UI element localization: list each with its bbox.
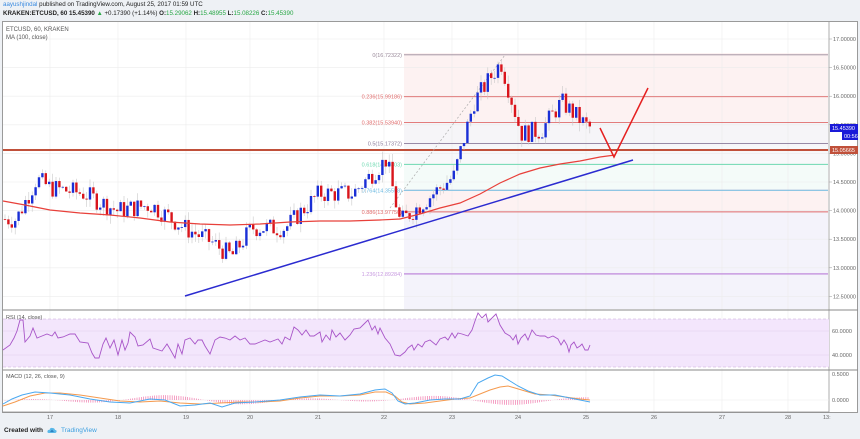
macd-signal-line bbox=[2, 385, 591, 407]
time-tick: 20 bbox=[247, 415, 253, 421]
last-price-badge-text: 15.45390 bbox=[832, 126, 855, 132]
price-tick: 16.50000 bbox=[833, 66, 856, 72]
created-with-label: Created with bbox=[4, 427, 44, 434]
fib-level-label: 0.764(14.35558) bbox=[362, 188, 403, 194]
open-value: 15.29062 bbox=[166, 10, 192, 17]
price-tick: 14.00000 bbox=[833, 209, 856, 215]
price-tick: 14.50000 bbox=[833, 180, 856, 186]
time-tick: 17 bbox=[47, 415, 53, 421]
fibonacci-retracement[interactable]: 0(16.72322) 0.236(15.99186) 0.382(15.53940… bbox=[362, 53, 828, 278]
price-tick: 17.00000 bbox=[833, 37, 856, 43]
time-tick: 13: bbox=[823, 415, 831, 421]
close-value: 15.45390 bbox=[267, 10, 294, 17]
fib-level-label: 0.236(15.99186) bbox=[362, 95, 403, 101]
macd-tick-0: 0.0000 bbox=[832, 398, 849, 404]
close-label: C: bbox=[261, 10, 268, 17]
fib-level-label: 0(16.72322) bbox=[372, 53, 402, 59]
author-link[interactable]: aayushjindal bbox=[3, 1, 38, 8]
projection-path[interactable] bbox=[599, 87, 649, 159]
up-triangle-icon: ▲ bbox=[96, 10, 103, 17]
fib-level-label: 0.886(13.97750) bbox=[362, 210, 403, 216]
low-value: 15.08226 bbox=[233, 10, 260, 17]
published-text: published on TradingView.com, August 25,… bbox=[39, 1, 203, 8]
countdown-badge-text: 00:56 bbox=[844, 134, 858, 140]
price-change: +0.17390 (+1.14%) bbox=[104, 10, 158, 17]
rsi-tick-40: 40.0000 bbox=[832, 353, 852, 359]
hline-price-badge bbox=[830, 146, 858, 154]
price-tick: 13.00000 bbox=[833, 266, 856, 272]
open-label: O: bbox=[159, 10, 167, 17]
footer: Created with TradingView bbox=[4, 427, 97, 434]
last-price-badge bbox=[830, 124, 858, 132]
high-label: H: bbox=[193, 10, 201, 17]
high-value: 15.48955 bbox=[200, 10, 226, 17]
chart-header: aayushjindal published on TradingView.co… bbox=[3, 0, 860, 21]
tradingview-cloud-icon bbox=[47, 427, 57, 433]
time-tick: 18 bbox=[115, 415, 121, 421]
main-legend-ma: MA (100, close) bbox=[6, 35, 48, 41]
price-tick: 13.50000 bbox=[833, 237, 856, 243]
price-axis[interactable]: 17.0000016.5000016.0000015.5000015.00000… bbox=[829, 37, 856, 300]
time-tick: 21 bbox=[315, 415, 321, 421]
rsi-line bbox=[2, 312, 591, 360]
hline-price-badge-text: 15.05665 bbox=[832, 148, 855, 154]
rsi-tick-60: 60.0000 bbox=[832, 329, 852, 335]
time-tick: 25 bbox=[583, 415, 589, 421]
macd-tick-05: 0.5000 bbox=[832, 372, 849, 378]
time-tick: 22 bbox=[381, 415, 387, 421]
time-tick: 27 bbox=[719, 415, 725, 421]
macd-legend: MACD (12, 26, close, 9) bbox=[6, 374, 65, 380]
price-tick: 12.50000 bbox=[833, 294, 856, 300]
tradingview-link[interactable]: TradingView bbox=[61, 427, 97, 434]
time-tick: 24 bbox=[515, 415, 521, 421]
main-legend-symbol: ETCUSD, 60, KRAKEN bbox=[6, 27, 69, 33]
low-label: L: bbox=[227, 10, 234, 17]
macd-line bbox=[2, 374, 591, 408]
last-price: 15.45390 bbox=[69, 10, 95, 17]
price-tick: 15.00000 bbox=[833, 151, 856, 157]
countdown-badge bbox=[842, 132, 858, 140]
fib-level-label: 1.236(12.89284) bbox=[362, 272, 403, 278]
time-tick: 28 bbox=[785, 415, 791, 421]
fib-level-label: 0.382(15.53940) bbox=[362, 121, 403, 127]
ascending-trendline[interactable] bbox=[184, 159, 634, 297]
time-tick: 26 bbox=[651, 415, 657, 421]
ma-100-line bbox=[2, 154, 616, 226]
price-tick: 16.00000 bbox=[833, 94, 856, 100]
time-tick: 19 bbox=[183, 415, 189, 421]
rsi-band-fill bbox=[3, 319, 829, 367]
fib-level-label: 0.5(15.17372) bbox=[368, 141, 402, 147]
symbol-label: KRAKEN:ETCUSD, 60 bbox=[3, 10, 68, 17]
fib-zones bbox=[404, 53, 828, 309]
quote-line: KRAKEN:ETCUSD, 60 15.45390 ▲ +0.17390 (+… bbox=[3, 9, 860, 18]
macd-histogram bbox=[4, 395, 589, 405]
time-axis[interactable]: 17 18 19 20 21 22 23 24 25 26 27 28 13: bbox=[47, 415, 831, 421]
rsi-legend: RSI (14, close) bbox=[6, 315, 43, 321]
time-tick: 23 bbox=[449, 415, 455, 421]
publish-line: aayushjindal published on TradingView.co… bbox=[3, 0, 860, 9]
